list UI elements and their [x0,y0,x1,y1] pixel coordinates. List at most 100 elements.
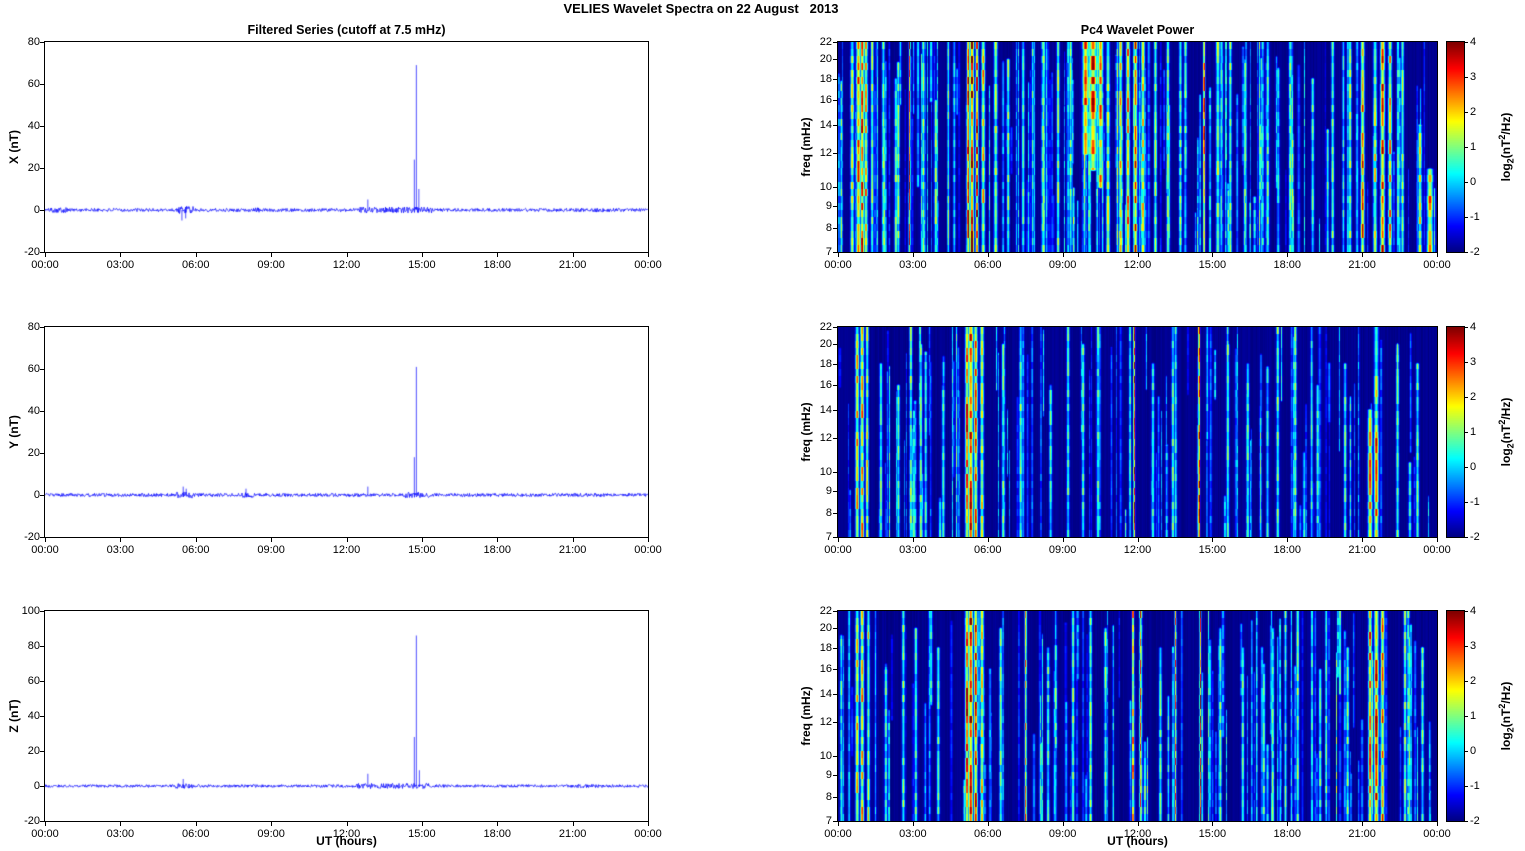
freq-tick-label: 16 [819,379,832,392]
freq-tick-label: 9 [825,199,832,212]
x-tick-mark [271,253,272,257]
x-tick-mark [913,538,914,542]
freq-tick-label: 9 [825,768,832,781]
x-tick-mark [1437,253,1438,257]
freq-axis-label: freq (mHz) [799,402,813,462]
x-tick-mark [120,538,121,542]
x-tick-mark [648,822,649,826]
y-axis-label-x: X (nT) [7,130,21,164]
colorbar-tick-mark [1465,362,1468,363]
colorbar-tick-mark [1465,821,1468,822]
freq-tick-mark [833,153,837,154]
y-tick-label: -20 [24,815,40,827]
y-tick-mark [40,495,44,496]
colorbar-label-part: /Hz) [1499,112,1513,135]
colorbar-tick-label: 3 [1470,640,1477,652]
x-tick-mark [573,822,574,826]
freq-tick-mark [833,611,837,612]
x-tick-label: 00:00 [824,544,852,556]
y-tick-label: 20 [27,745,40,757]
y-tick-mark [40,42,44,43]
x-tick-mark [422,538,423,542]
colorbar-tick-mark [1465,502,1468,503]
colorbar-tick-mark [1465,327,1468,328]
colorbar-label-sup: 2 [1497,419,1507,425]
x-tick-label: 09:00 [1048,544,1077,556]
colorbar-tick-mark [1465,467,1468,468]
y-tick-label: 0 [33,204,40,216]
x-tick-label: 06:00 [973,828,1002,840]
colorbar-y-gradient [1447,327,1464,537]
freq-tick-mark [833,821,837,822]
colorbar-tick-label: -1 [1470,780,1480,792]
colorbar-label-part: /Hz) [1499,681,1513,704]
y-tick-label: 60 [27,78,40,90]
freq-tick-mark [833,125,837,126]
x-tick-mark [1138,538,1139,542]
y-tick-label: 20 [27,447,40,459]
timeseries-z-canvas [45,611,648,821]
x-tick-label: 21:00 [1348,259,1376,271]
freq-tick-mark [833,438,837,439]
x-tick-mark [271,538,272,542]
colorbar-tick-label: -1 [1470,496,1480,508]
colorbar-label-part: (nT [1499,139,1513,159]
y-tick-label: 80 [27,640,40,652]
y-tick-mark [40,611,44,612]
y-tick-label: -20 [24,531,40,543]
colorbar-tick-label: -2 [1470,246,1480,258]
x-tick-mark [120,253,121,257]
freq-axis-label: freq (mHz) [799,117,813,177]
x-tick-mark [1287,538,1288,542]
x-tick-mark [648,253,649,257]
colorbar-tick-label: -2 [1470,531,1480,543]
freq-tick-mark [833,228,837,229]
colorbar-tick-label: 1 [1470,710,1477,722]
colorbar-y [1446,326,1465,538]
y-tick-label: -20 [24,246,40,258]
x-tick-label: 03:00 [106,544,135,556]
x-tick-label: 00:00 [634,259,662,271]
colorbar-label-part: (nT [1499,708,1513,728]
freq-tick-mark [833,187,837,188]
colorbar-tick-mark [1465,537,1468,538]
freq-tick-mark [833,537,837,538]
freq-tick-mark [833,722,837,723]
y-tick-mark [40,646,44,647]
freq-tick-label: 10 [819,749,832,762]
freq-tick-mark [833,694,837,695]
colorbar-label-part: log [1499,163,1513,182]
freq-tick-mark [833,410,837,411]
x-tick-mark [838,538,839,542]
right-subplot-title: Pc4 Wavelet Power [1080,23,1195,37]
colorbar-tick-label: 2 [1470,391,1477,403]
colorbar-tick-label: 4 [1470,605,1477,617]
colorbar-label-sup: 2 [1497,703,1507,709]
x-tick-mark [45,253,46,257]
y-tick-mark [40,126,44,127]
x-tick-mark [1362,538,1363,542]
freq-tick-label: 12 [819,147,832,160]
x-tick-label: 15:00 [1198,259,1227,271]
colorbar-label-part: /Hz) [1499,397,1513,420]
y-tick-label: 60 [27,675,40,687]
freq-tick-label: 7 [825,246,832,258]
y-tick-label: 40 [27,405,40,417]
colorbar-tick-mark [1465,786,1468,787]
colorbar-label-part: log [1499,732,1513,751]
colorbar-tick-mark [1465,751,1468,752]
colorbar-tick-label: 0 [1470,176,1477,188]
x-tick-mark [838,822,839,826]
y-tick-label: 20 [27,162,40,174]
freq-tick-mark [833,472,837,473]
x-tick-label: 18:00 [1273,259,1302,271]
y-tick-label: 100 [21,605,40,617]
x-tick-label: 12:00 [332,544,361,556]
y-tick-mark [40,84,44,85]
freq-tick-label: 22 [819,321,832,333]
x-tick-mark [1212,538,1213,542]
y-tick-mark [40,716,44,717]
x-tick-label: 18:00 [483,544,512,556]
x-tick-label: 00:00 [31,544,59,556]
colorbar-label-part: log [1499,448,1513,467]
